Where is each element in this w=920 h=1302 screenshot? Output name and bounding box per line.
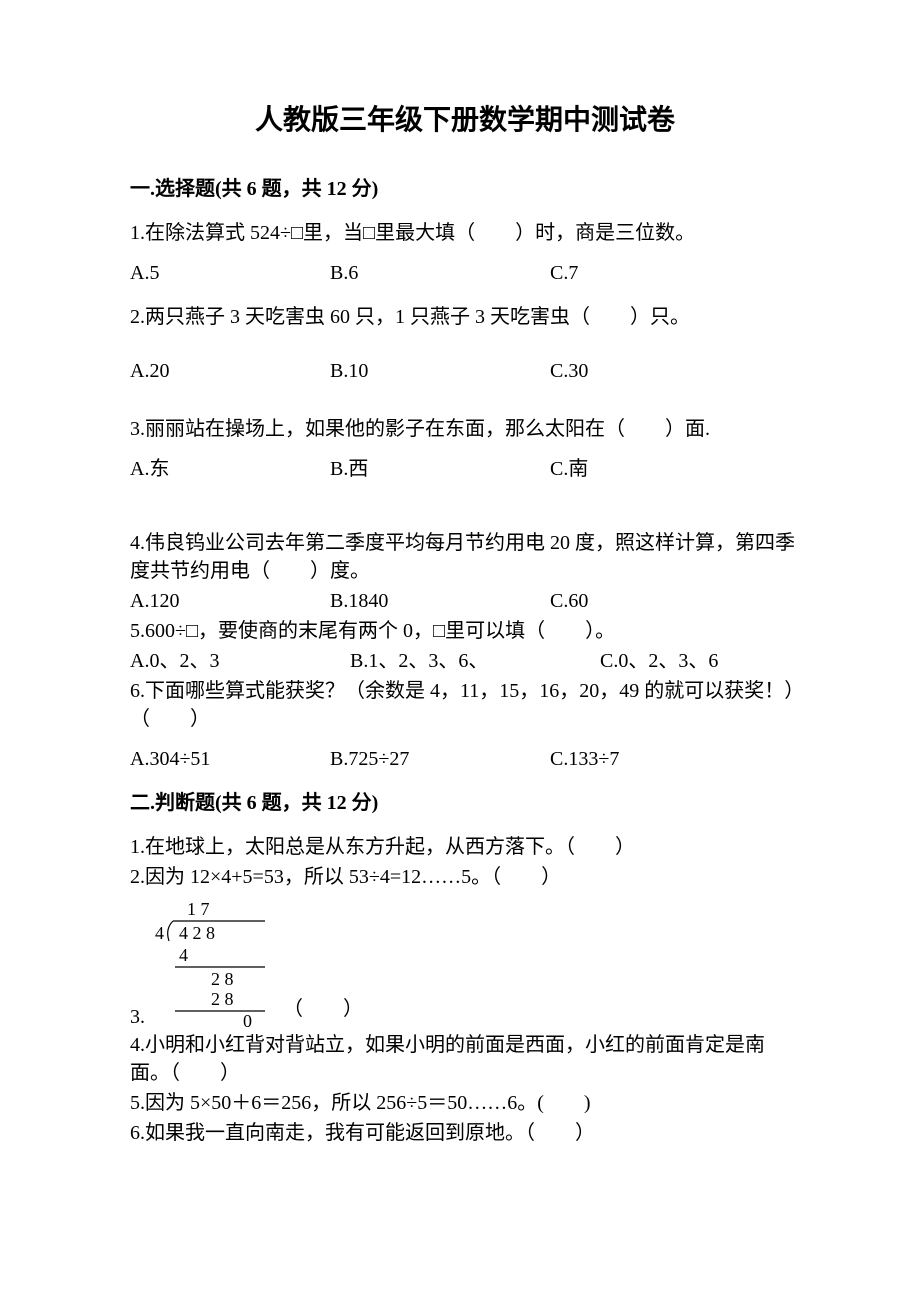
long-division-diagram: 1 7 4 4 2 8 4 2 8 2 8 0 — [145, 897, 275, 1027]
option-c: C.0、2、3、6 — [600, 647, 800, 675]
option-c: C.30 — [550, 357, 800, 385]
judge-6: 6.如果我一直向南走，我有可能返回到原地。（ ） — [130, 1119, 800, 1147]
svg-text:4: 4 — [179, 945, 188, 965]
option-a: A.东 — [130, 455, 330, 483]
option-c: C.60 — [550, 587, 800, 615]
option-b: B.725÷27 — [330, 745, 550, 773]
option-b: B.6 — [330, 259, 550, 287]
question-4-text: 4.伟良钨业公司去年第二季度平均每月节约用电 20 度，照这样计算，第四季度共节… — [130, 529, 800, 585]
page-title: 人教版三年级下册数学期中测试卷 — [130, 100, 800, 139]
judge-2: 2.因为 12×4+5=53，所以 53÷4=12……5。（ ） — [130, 863, 800, 891]
judge-4: 4.小明和小红背对背站立，如果小明的前面是西面，小红的前面肯定是南面。（ ） — [130, 1031, 800, 1087]
question-5-options: A.0、2、3 B.1、2、3、6、 C.0、2、3、6 — [130, 647, 800, 675]
question-4-options: A.120 B.1840 C.60 — [130, 587, 800, 615]
judge-1: 1.在地球上，太阳总是从东方升起，从西方落下。（ ） — [130, 833, 800, 861]
option-a: A.20 — [130, 357, 330, 385]
option-a: A.0、2、3 — [130, 647, 350, 675]
question-2-options: A.20 B.10 C.30 — [130, 357, 800, 385]
section1-header: 一.选择题(共 6 题，共 12 分) — [130, 175, 800, 203]
section2-header: 二.判断题(共 6 题，共 12 分) — [130, 789, 800, 817]
question-2: 2.两只燕子 3 天吃害虫 60 只，1 只燕子 3 天吃害虫（ ）只。 A.2… — [130, 303, 800, 385]
question-6-text: 6.下面哪些算式能获奖？（余数是 4，11，15，16，20，49 的就可以获奖… — [130, 677, 800, 733]
svg-text:1 7: 1 7 — [187, 899, 210, 919]
svg-text:2 8: 2 8 — [211, 969, 234, 989]
judge-3: 3. 1 7 4 4 2 8 4 2 8 2 8 0 （ ） — [130, 893, 800, 1031]
option-a: A.304÷51 — [130, 745, 330, 773]
judge-3-suffix: （ ） — [283, 995, 363, 1023]
option-b: B.10 — [330, 357, 550, 385]
question-1-options: A.5 B.6 C.7 — [130, 259, 800, 287]
svg-text:2 8: 2 8 — [211, 989, 234, 1009]
option-a: A.120 — [130, 587, 330, 615]
question-3-text: 3.丽丽站在操场上，如果他的影子在东面，那么太阳在（ ）面. — [130, 415, 800, 443]
option-a: A.5 — [130, 259, 330, 287]
option-c: C.133÷7 — [550, 745, 800, 773]
option-c: C.7 — [550, 259, 800, 287]
question-3: 3.丽丽站在操场上，如果他的影子在东面，那么太阳在（ ）面. A.东 B.西 C… — [130, 415, 800, 483]
question-1-text: 1.在除法算式 524÷□里，当□里最大填（ ）时，商是三位数。 — [130, 219, 800, 247]
question-5-text: 5.600÷□，要使商的末尾有两个 0，□里可以填（ ）。 — [130, 617, 800, 645]
svg-text:4 2 8: 4 2 8 — [179, 923, 215, 943]
question-6: 6.下面哪些算式能获奖？（余数是 4，11，15，16，20，49 的就可以获奖… — [130, 677, 800, 773]
option-b: B.1840 — [330, 587, 550, 615]
question-1: 1.在除法算式 524÷□里，当□里最大填（ ）时，商是三位数。 A.5 B.6… — [130, 219, 800, 287]
judge-5: 5.因为 5×50＋6＝256，所以 256÷5＝50……6。( ) — [130, 1089, 800, 1117]
svg-text:0: 0 — [243, 1011, 252, 1027]
question-4: 4.伟良钨业公司去年第二季度平均每月节约用电 20 度，照这样计算，第四季度共节… — [130, 529, 800, 615]
question-2-text: 2.两只燕子 3 天吃害虫 60 只，1 只燕子 3 天吃害虫（ ）只。 — [130, 303, 800, 331]
option-c: C.南 — [550, 455, 800, 483]
svg-text:4: 4 — [155, 923, 164, 943]
judge-3-prefix: 3. — [130, 1003, 145, 1031]
option-b: B.1、2、3、6、 — [350, 647, 600, 675]
question-6-options: A.304÷51 B.725÷27 C.133÷7 — [130, 745, 800, 773]
option-b: B.西 — [330, 455, 550, 483]
question-3-options: A.东 B.西 C.南 — [130, 455, 800, 483]
question-5: 5.600÷□，要使商的末尾有两个 0，□里可以填（ ）。 A.0、2、3 B.… — [130, 617, 800, 675]
